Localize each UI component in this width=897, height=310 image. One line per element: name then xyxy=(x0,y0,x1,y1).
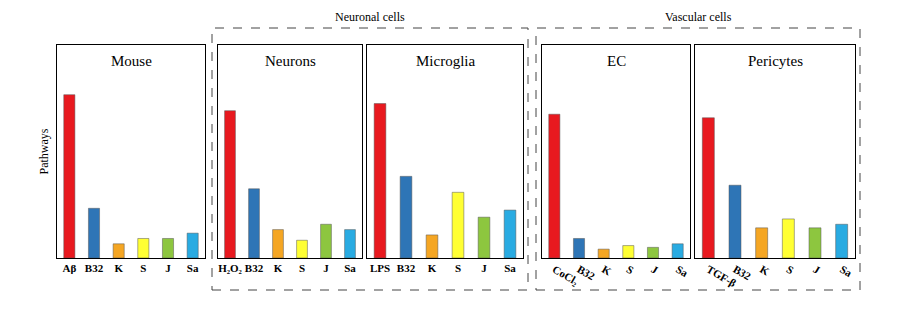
svg-text:K: K xyxy=(428,262,437,274)
svg-text:S: S xyxy=(140,262,146,274)
svg-text:Aβ: Aβ xyxy=(62,262,76,274)
svg-text:Sa: Sa xyxy=(504,262,516,274)
svg-text:S: S xyxy=(455,262,461,274)
svg-text:B32: B32 xyxy=(731,263,753,283)
svg-text:K: K xyxy=(114,262,123,274)
svg-text:S: S xyxy=(785,263,796,276)
svg-text:S: S xyxy=(625,263,636,276)
svg-text:H₂O₂: H₂O₂ xyxy=(218,262,242,274)
svg-text:Sa: Sa xyxy=(838,263,854,279)
svg-text:CoCl₂: CoCl₂ xyxy=(551,263,582,288)
svg-text:Pericytes: Pericytes xyxy=(748,53,803,69)
svg-text:J: J xyxy=(481,262,487,274)
svg-text:J: J xyxy=(811,263,822,276)
svg-text:Mouse: Mouse xyxy=(111,53,152,69)
svg-text:J: J xyxy=(649,263,660,276)
svg-text:Microglia: Microglia xyxy=(416,53,475,69)
svg-text:Sa: Sa xyxy=(344,262,356,274)
svg-text:Sa: Sa xyxy=(674,263,690,279)
svg-text:J: J xyxy=(323,262,329,274)
svg-text:B32: B32 xyxy=(85,262,104,274)
svg-text:B32: B32 xyxy=(397,262,416,274)
svg-text:Sa: Sa xyxy=(187,262,199,274)
svg-text:B32: B32 xyxy=(245,262,264,274)
svg-text:K: K xyxy=(600,263,614,278)
svg-text:K: K xyxy=(758,263,772,278)
svg-text:Vascular cells: Vascular cells xyxy=(665,10,732,24)
svg-text:B32: B32 xyxy=(575,263,597,283)
svg-text:Pathways: Pathways xyxy=(37,128,51,174)
svg-text:TGF-β: TGF-β xyxy=(705,263,739,290)
svg-text:K: K xyxy=(274,262,283,274)
svg-text:EC: EC xyxy=(607,53,626,69)
svg-text:Neurons: Neurons xyxy=(265,53,316,69)
svg-text:Neuronal cells: Neuronal cells xyxy=(335,10,405,24)
svg-text:J: J xyxy=(165,262,171,274)
svg-text:LPS: LPS xyxy=(370,262,390,274)
svg-text:S: S xyxy=(299,262,305,274)
